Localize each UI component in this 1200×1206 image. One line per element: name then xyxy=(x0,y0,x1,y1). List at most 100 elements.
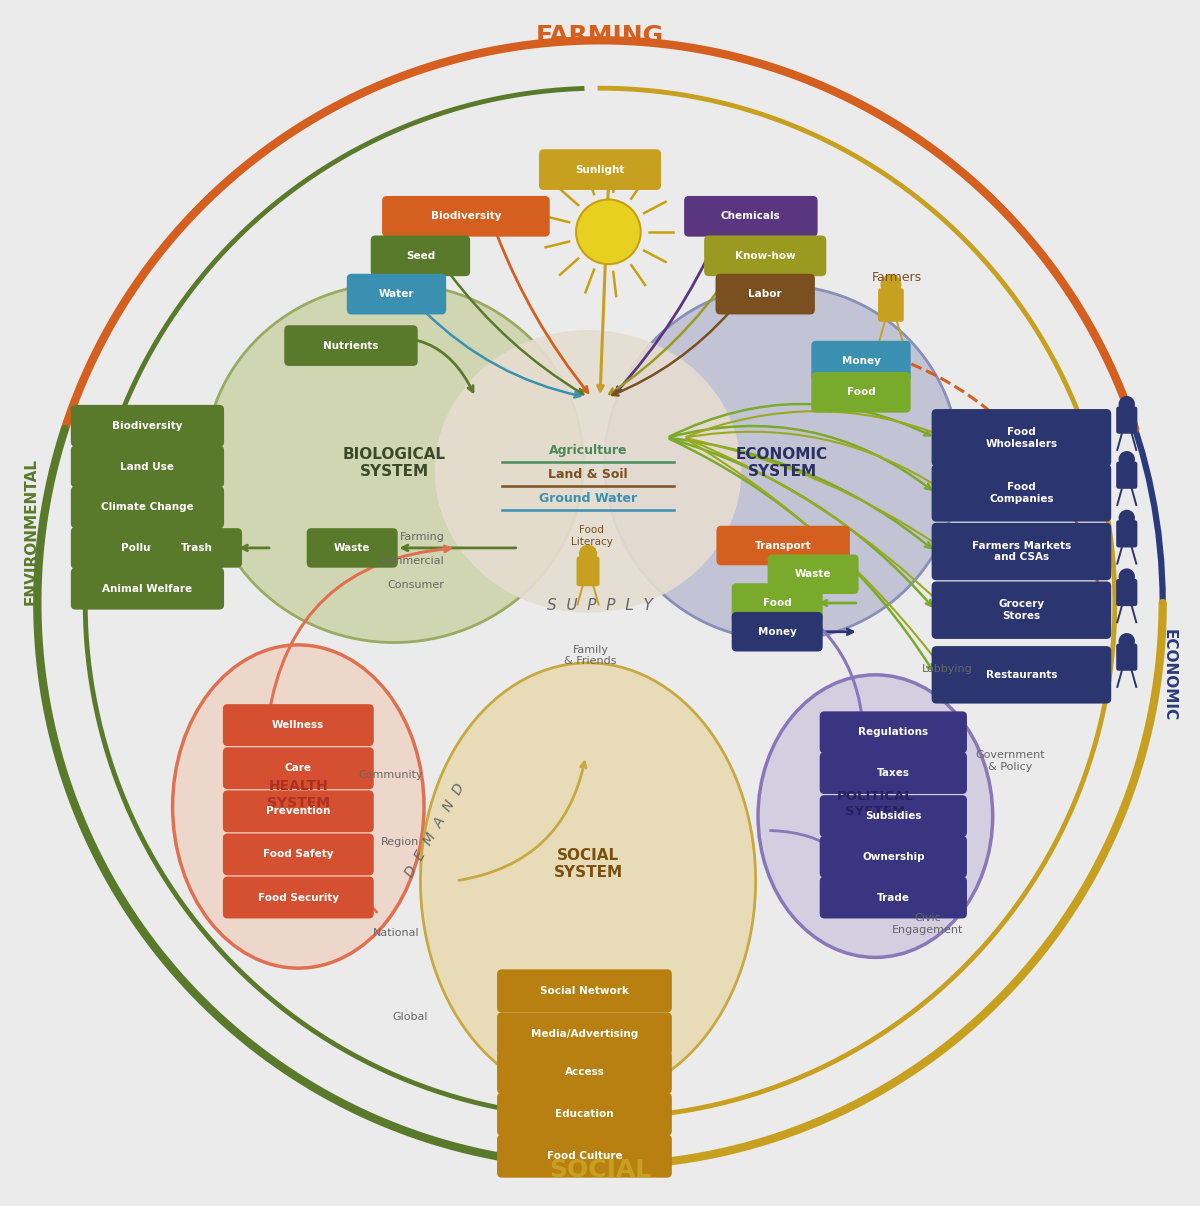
Circle shape xyxy=(1118,568,1135,585)
FancyBboxPatch shape xyxy=(223,833,373,876)
Text: Climate Change: Climate Change xyxy=(101,502,194,513)
Text: Consumer: Consumer xyxy=(388,580,444,590)
FancyBboxPatch shape xyxy=(768,555,859,595)
Text: Restaurants: Restaurants xyxy=(985,669,1057,680)
Text: POLITICAL
SYSTEM: POLITICAL SYSTEM xyxy=(836,790,913,818)
Text: Education: Education xyxy=(556,1110,613,1119)
FancyBboxPatch shape xyxy=(820,795,967,837)
FancyBboxPatch shape xyxy=(497,1050,672,1094)
FancyBboxPatch shape xyxy=(1116,406,1138,434)
Text: Farming: Farming xyxy=(400,532,444,543)
FancyBboxPatch shape xyxy=(151,528,242,568)
FancyBboxPatch shape xyxy=(811,341,911,381)
FancyBboxPatch shape xyxy=(820,712,967,754)
Text: ECONOMIC: ECONOMIC xyxy=(1162,628,1176,721)
FancyBboxPatch shape xyxy=(576,556,600,586)
Text: Animal Welfare: Animal Welfare xyxy=(102,584,192,593)
Text: Food
Wholesalers: Food Wholesalers xyxy=(985,427,1057,449)
Text: Community: Community xyxy=(358,771,422,780)
FancyBboxPatch shape xyxy=(71,486,224,528)
Text: Labor: Labor xyxy=(749,289,782,299)
FancyBboxPatch shape xyxy=(931,522,1111,580)
FancyBboxPatch shape xyxy=(704,235,827,276)
Text: Food Culture: Food Culture xyxy=(547,1151,623,1161)
FancyBboxPatch shape xyxy=(223,748,373,789)
Text: Food: Food xyxy=(763,598,792,608)
Ellipse shape xyxy=(434,330,742,613)
Text: Pollution: Pollution xyxy=(121,543,174,552)
FancyBboxPatch shape xyxy=(497,970,672,1013)
FancyBboxPatch shape xyxy=(284,326,418,365)
FancyBboxPatch shape xyxy=(71,445,224,487)
FancyBboxPatch shape xyxy=(931,646,1111,703)
Text: Civic
Engagement: Civic Engagement xyxy=(893,913,964,935)
Text: I  N  P  U  T  S: I N P U T S xyxy=(539,151,661,169)
Text: National: National xyxy=(372,929,419,938)
Text: Regulations: Regulations xyxy=(858,727,929,737)
FancyBboxPatch shape xyxy=(1116,644,1138,671)
Circle shape xyxy=(1118,633,1135,649)
Text: Grocery
Stores: Grocery Stores xyxy=(998,599,1044,621)
FancyBboxPatch shape xyxy=(71,405,224,446)
Text: Taxes: Taxes xyxy=(877,768,910,778)
Text: Ground Water: Ground Water xyxy=(539,492,637,505)
FancyBboxPatch shape xyxy=(347,274,446,315)
FancyBboxPatch shape xyxy=(223,877,373,919)
Circle shape xyxy=(1118,510,1135,526)
Ellipse shape xyxy=(758,675,992,958)
Text: Transport: Transport xyxy=(755,540,811,550)
FancyBboxPatch shape xyxy=(497,1093,672,1136)
Text: Food Safety: Food Safety xyxy=(263,849,334,860)
Text: Farmers Markets
and CSAs: Farmers Markets and CSAs xyxy=(972,540,1072,562)
Circle shape xyxy=(578,545,598,563)
Text: Food Security: Food Security xyxy=(258,892,338,902)
FancyBboxPatch shape xyxy=(497,1135,672,1178)
FancyBboxPatch shape xyxy=(223,704,373,747)
Text: D  E  M  A  N  D: D E M A N D xyxy=(402,781,467,879)
FancyBboxPatch shape xyxy=(539,150,661,191)
FancyBboxPatch shape xyxy=(371,235,470,276)
Text: Food
Literacy: Food Literacy xyxy=(571,525,612,546)
Text: Water: Water xyxy=(379,289,414,299)
Circle shape xyxy=(1118,396,1135,412)
Text: Waste: Waste xyxy=(334,543,371,552)
FancyBboxPatch shape xyxy=(820,877,967,919)
Text: Ownership: Ownership xyxy=(862,851,925,862)
Text: Waste: Waste xyxy=(794,569,832,579)
Ellipse shape xyxy=(205,283,583,643)
Text: Lobbying: Lobbying xyxy=(922,663,972,674)
FancyBboxPatch shape xyxy=(71,527,224,569)
FancyBboxPatch shape xyxy=(878,288,904,322)
Text: Family
& Friends: Family & Friends xyxy=(564,645,617,667)
FancyBboxPatch shape xyxy=(71,568,224,609)
FancyBboxPatch shape xyxy=(820,753,967,794)
FancyBboxPatch shape xyxy=(684,195,817,236)
Text: Access: Access xyxy=(564,1067,605,1077)
Text: Land & Soil: Land & Soil xyxy=(548,468,628,481)
Text: Media/Advertising: Media/Advertising xyxy=(530,1029,638,1040)
Circle shape xyxy=(1118,451,1135,468)
Text: Chemicals: Chemicals xyxy=(721,211,781,221)
Text: Nutrients: Nutrients xyxy=(323,340,379,351)
Text: Biodiversity: Biodiversity xyxy=(113,421,182,431)
Text: Farmers: Farmers xyxy=(872,271,922,283)
FancyBboxPatch shape xyxy=(1116,462,1138,488)
Text: FARMING: FARMING xyxy=(536,23,664,47)
Ellipse shape xyxy=(173,645,424,968)
Text: Global: Global xyxy=(392,1012,427,1023)
FancyBboxPatch shape xyxy=(931,409,1111,467)
Text: Social Network: Social Network xyxy=(540,985,629,996)
Text: Agriculture: Agriculture xyxy=(548,445,628,457)
Text: Know-how: Know-how xyxy=(734,251,796,260)
Text: Trash: Trash xyxy=(180,543,212,552)
Circle shape xyxy=(881,274,901,295)
Text: HEALTH
SYSTEM: HEALTH SYSTEM xyxy=(266,779,330,809)
Text: ECONOMIC
SYSTEM: ECONOMIC SYSTEM xyxy=(736,446,828,479)
Text: Commercial: Commercial xyxy=(378,556,444,566)
Text: ENVIRONMENTAL: ENVIRONMENTAL xyxy=(24,457,38,604)
FancyBboxPatch shape xyxy=(931,464,1111,521)
FancyBboxPatch shape xyxy=(931,581,1111,639)
Text: Region: Region xyxy=(380,837,419,848)
Text: Seed: Seed xyxy=(406,251,436,260)
Text: Sunlight: Sunlight xyxy=(575,164,625,175)
